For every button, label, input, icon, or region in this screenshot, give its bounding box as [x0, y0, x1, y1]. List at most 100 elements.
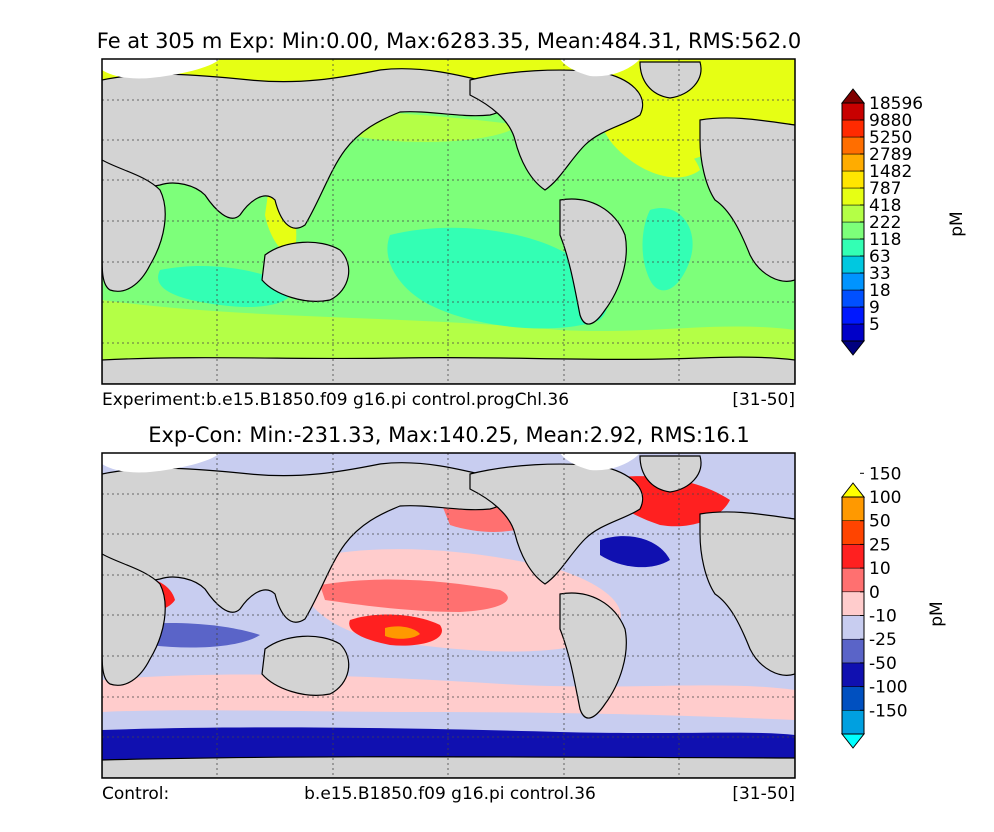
caption-mid-diff: b.e15.B1850.f09 g16.pi control.36 — [304, 784, 596, 804]
colorbar-segment — [841, 204, 865, 223]
atlantic-low-region — [642, 208, 693, 291]
colorbar-segment — [841, 638, 865, 664]
diff-westpac-core — [385, 626, 420, 639]
diff-pacific-red-band — [320, 579, 508, 612]
colorbar-segment — [841, 496, 865, 521]
colorbar-tick-label: 787 — [869, 179, 901, 199]
colorbar-tick-label: 100 — [869, 488, 901, 508]
land-greenland-2 — [639, 455, 702, 493]
ice-diff — [102, 453, 640, 473]
map-frame-diff — [101, 452, 796, 779]
colorbar-segment — [841, 238, 865, 257]
colorbar-segment — [841, 306, 865, 325]
colorbar-tick-label: 2789 — [869, 145, 912, 165]
land-africa — [102, 159, 166, 292]
colorbar-min-arrow — [840, 340, 866, 356]
colorbar-segment — [841, 591, 865, 616]
colorbar-segment — [841, 520, 865, 545]
colorbar-tick-label: -150 — [869, 701, 908, 721]
colorbar-min-arrow — [840, 733, 866, 749]
colorbar-segment — [841, 170, 865, 189]
colorbar-tick-label: -10 — [869, 607, 897, 627]
map-exp — [102, 59, 795, 384]
colorbar-tick-label: 118 — [869, 230, 901, 250]
colorbar-tick-label: 1482 — [869, 162, 912, 182]
colorbar-segment — [841, 102, 865, 121]
land-antarctica-2 — [102, 756, 795, 778]
colorbar-tick-label: 63 — [869, 247, 891, 267]
ice-arctic-left — [102, 59, 220, 79]
colorbar-segment — [841, 272, 865, 291]
colorbar-segment — [841, 544, 865, 569]
colorbar-max-arrow — [840, 88, 866, 104]
colorbar-tick-label: 0 — [869, 583, 880, 603]
colorbar-segment — [841, 187, 865, 206]
colorbar-tick-label: 33 — [869, 264, 891, 284]
caption-right-diff: [31-50] — [732, 784, 795, 804]
ice-arctic-left-2 — [102, 453, 220, 473]
graticule-diff — [102, 453, 795, 778]
land-south-america — [559, 198, 627, 325]
colorbar-exp: 5918336311822241878714822789525098801859… — [840, 88, 923, 356]
colorbar-tick-label: 9880 — [869, 111, 912, 131]
land-europe-africa-east-2 — [699, 511, 795, 676]
colorbar-segment — [841, 255, 865, 274]
land-australia — [261, 241, 350, 302]
land-diff — [102, 455, 795, 778]
panel-title-exp: Fe at 305 m Exp: Min:0.00, Max:6283.35, … — [97, 29, 801, 53]
colorbar-tick-label: -50 — [869, 654, 897, 674]
colorbar-segment — [841, 289, 865, 308]
colorbar-segment — [841, 615, 865, 640]
land-europe-africa-east — [699, 117, 795, 282]
colorbar-segment — [841, 710, 865, 735]
colorbar-tick-label: 222 — [869, 213, 901, 233]
caption-left-diff: Control: — [102, 784, 169, 804]
ice-exp — [102, 59, 640, 79]
colorbar-unit-diff: pM — [927, 601, 947, 626]
panel-title-diff: Exp-Con: Min:-231.33, Max:140.25, Mean:2… — [148, 423, 750, 447]
indian-low-region — [158, 265, 292, 308]
colorbar-segment — [841, 221, 865, 240]
caption-left-exp: Experiment:b.e15.B1850.f09 g16.pi contro… — [102, 390, 569, 410]
land-greenland — [639, 61, 702, 99]
land-africa-2 — [102, 553, 166, 686]
ice-arctic-right — [560, 59, 640, 77]
colorbar-tick-label: 5250 — [869, 128, 912, 148]
colorbar-max-arrow — [840, 482, 866, 498]
colorbar-tick-label: -25 — [869, 630, 897, 650]
land-south-america-2 — [559, 592, 627, 719]
colorbar-tick-label: 9 — [869, 298, 880, 318]
map-frame-exp — [101, 58, 796, 385]
land-australia-2 — [261, 635, 350, 696]
colorbar-segment — [841, 567, 865, 593]
colorbar-tick-label: 18 — [869, 281, 891, 301]
atlantic-yellow — [600, 110, 700, 178]
land-antarctica — [102, 356, 795, 384]
colorbar-tick-label: 5 — [869, 315, 880, 335]
colorbar-segment — [841, 686, 865, 711]
colorbar-segment — [841, 136, 865, 155]
colorbar-tick-label: -100 — [869, 678, 908, 698]
pacific-low-region — [387, 227, 608, 329]
ice-arctic-right-2 — [560, 453, 640, 471]
colorbar-tick-label: 10 — [869, 559, 891, 579]
diff-atlantic-blue — [600, 536, 670, 568]
colorbar-segment — [841, 662, 865, 687]
colorbar-segment — [841, 153, 865, 172]
colorbar-tick-label: 150 — [869, 464, 901, 484]
caption-right-exp: [31-50] — [732, 390, 795, 410]
colorbar-unit-exp: pM — [947, 211, 967, 236]
colorbar-segment — [841, 323, 865, 342]
land-eurasia-2 — [102, 462, 512, 623]
land-eurasia — [102, 68, 512, 229]
colorbar-tick-label: 18596 — [869, 94, 923, 114]
colorbar-tick-label: 50 — [869, 512, 891, 532]
colorbar-segment — [841, 119, 865, 138]
diff-southern-blue — [102, 727, 795, 760]
colorbar-tick-label: 418 — [869, 196, 901, 216]
graticule-exp — [102, 59, 795, 384]
colorbar-tick-label: 25 — [869, 535, 891, 555]
map-diff — [102, 453, 795, 778]
